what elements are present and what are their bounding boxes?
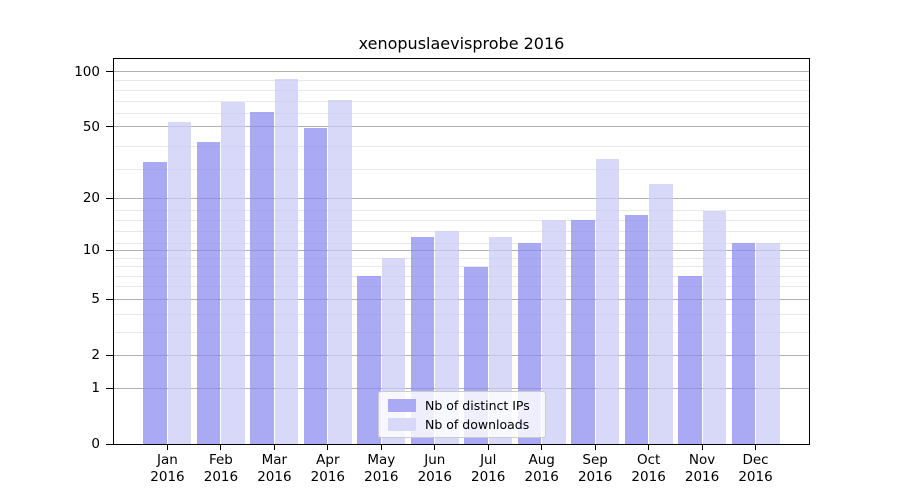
bar-ips-apr bbox=[303, 128, 328, 444]
y-tick-label-100: 100 bbox=[74, 63, 100, 80]
x-tick-label-sep: Sep 2016 bbox=[577, 452, 613, 485]
minor-gridline-11 bbox=[114, 242, 809, 244]
x-tick-mark-aug bbox=[541, 445, 543, 450]
bar-downloads-dec bbox=[756, 243, 780, 444]
legend-swatch-downloads bbox=[388, 418, 416, 431]
minor-gridline-15 bbox=[114, 219, 809, 221]
y-tick-label-2: 2 bbox=[91, 347, 100, 364]
bar-ips-nov bbox=[678, 276, 702, 444]
bar-downloads-aug bbox=[542, 220, 566, 444]
x-tick-mark-jan bbox=[166, 445, 168, 450]
major-gridline-50 bbox=[114, 126, 809, 128]
bar-downloads-apr bbox=[328, 99, 352, 444]
minor-gridline-39 bbox=[114, 145, 809, 147]
bar-ips-oct bbox=[624, 215, 649, 444]
bar-downloads-nov bbox=[702, 210, 727, 444]
y-tick-label-5: 5 bbox=[91, 291, 100, 308]
minor-gridline-89 bbox=[114, 80, 809, 82]
major-gridline-100 bbox=[114, 71, 809, 73]
major-gridline-20 bbox=[114, 197, 809, 199]
bar-downloads-jan bbox=[167, 122, 192, 444]
y-tick-mark-2 bbox=[106, 354, 113, 356]
y-tick-label-10: 10 bbox=[82, 242, 100, 259]
minor-gridline-7 bbox=[114, 275, 809, 277]
bar-downloads-jun bbox=[435, 231, 459, 444]
x-tick-label-apr: Apr 2016 bbox=[310, 452, 346, 485]
bar-ips-jan bbox=[143, 161, 167, 444]
x-tick-label-jun: Jun 2016 bbox=[417, 452, 452, 485]
x-tick-mark-sep bbox=[594, 445, 596, 450]
major-gridline-5 bbox=[114, 298, 809, 300]
major-gridline-10 bbox=[114, 249, 809, 251]
legend-label-downloads: Nb of downloads bbox=[425, 417, 530, 432]
x-tick-label-mar: Mar 2016 bbox=[257, 452, 292, 485]
major-gridline-1 bbox=[114, 387, 809, 389]
bar-ips-sep bbox=[571, 220, 595, 444]
minor-gridline-3 bbox=[114, 331, 809, 333]
bar-ips-feb bbox=[196, 142, 221, 444]
plot-area bbox=[113, 58, 810, 445]
minor-gridline-79 bbox=[114, 89, 809, 91]
bar-downloads-sep bbox=[595, 159, 620, 444]
minor-gridline-8 bbox=[114, 266, 809, 268]
y-tick-label-1: 1 bbox=[91, 380, 100, 397]
chart-title: xenopuslaevisprobe 2016 bbox=[358, 34, 565, 53]
x-tick-mark-dec bbox=[755, 445, 757, 450]
x-tick-label-may: May 2016 bbox=[364, 452, 399, 485]
x-tick-mark-may bbox=[380, 445, 382, 450]
legend-item-downloads: Nb of downloads bbox=[388, 415, 536, 434]
y-tick-mark-20 bbox=[106, 197, 113, 199]
x-tick-mark-feb bbox=[220, 445, 222, 450]
y-tick-label-50: 50 bbox=[82, 118, 100, 135]
minor-gridline-9 bbox=[114, 257, 809, 259]
minor-gridline-4 bbox=[114, 313, 809, 315]
minor-gridline-6 bbox=[114, 286, 809, 288]
legend: Nb of distinct IPs Nb of downloads bbox=[378, 391, 546, 438]
x-tick-mark-jul bbox=[487, 445, 489, 450]
bar-ips-dec bbox=[731, 243, 756, 444]
bar-downloads-mar bbox=[274, 79, 299, 444]
y-tick-mark-100 bbox=[106, 71, 113, 73]
legend-item-distinct-ips: Nb of distinct IPs bbox=[388, 396, 536, 415]
x-tick-label-oct: Oct 2016 bbox=[631, 452, 666, 485]
bar-downloads-oct bbox=[649, 184, 673, 444]
x-tick-mark-mar bbox=[273, 445, 275, 450]
minor-gridline-29 bbox=[114, 169, 809, 171]
minor-gridline-69 bbox=[114, 100, 809, 102]
bar-downloads-feb bbox=[221, 102, 245, 444]
minor-gridline-17 bbox=[114, 210, 809, 212]
x-tick-mark-apr bbox=[327, 445, 329, 450]
x-tick-label-nov: Nov 2016 bbox=[684, 452, 720, 485]
x-tick-mark-nov bbox=[701, 445, 703, 450]
x-tick-label-aug: Aug 2016 bbox=[524, 452, 559, 485]
major-gridline-2 bbox=[114, 354, 809, 356]
x-tick-label-jan: Jan 2016 bbox=[150, 452, 185, 485]
minor-gridline-59 bbox=[114, 113, 809, 115]
bar-ips-may bbox=[357, 276, 381, 444]
x-tick-mark-oct bbox=[648, 445, 650, 450]
bar-ips-mar bbox=[250, 112, 274, 444]
y-tick-mark-5 bbox=[106, 298, 113, 300]
x-tick-mark-jun bbox=[434, 445, 436, 450]
y-tick-mark-0 bbox=[106, 443, 113, 445]
y-tick-mark-50 bbox=[106, 126, 113, 128]
y-tick-label-20: 20 bbox=[82, 190, 100, 207]
x-tick-label-feb: Feb 2016 bbox=[203, 452, 239, 485]
legend-swatch-distinct-ips bbox=[388, 399, 416, 412]
x-tick-label-dec: Dec 2016 bbox=[738, 452, 773, 485]
y-tick-mark-1 bbox=[106, 387, 113, 389]
y-tick-label-0: 0 bbox=[91, 436, 100, 452]
legend-label-distinct-ips: Nb of distinct IPs bbox=[425, 398, 530, 413]
minor-gridline-13 bbox=[114, 230, 809, 232]
y-tick-mark-10 bbox=[106, 249, 113, 251]
x-tick-label-jul: Jul 2016 bbox=[471, 452, 506, 485]
